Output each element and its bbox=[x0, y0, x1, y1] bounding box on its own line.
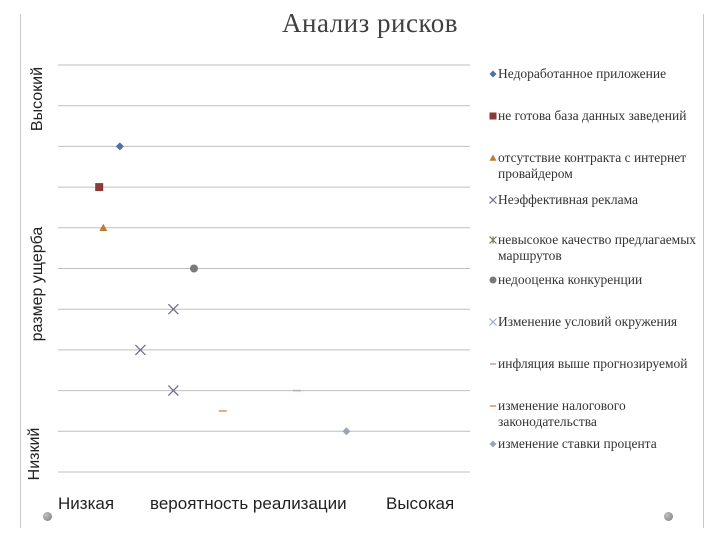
legend-marker-shape bbox=[489, 318, 497, 326]
data-point-series-3-2 bbox=[167, 385, 179, 397]
legend-marker bbox=[489, 236, 497, 244]
legend-item: Изменение условий окружения bbox=[488, 314, 698, 330]
legend-marker-shape bbox=[489, 236, 497, 244]
legend-marker-shape bbox=[489, 276, 497, 284]
legend-marker bbox=[489, 70, 497, 78]
legend-item: не готова база данных заведений bbox=[488, 108, 698, 124]
x-low-label: Низкая bbox=[58, 494, 115, 513]
x-high-label: Высокая bbox=[386, 494, 455, 513]
legend-label: не готова база данных заведений bbox=[498, 108, 687, 123]
legend-marker-shape bbox=[489, 196, 497, 204]
legend-marker bbox=[489, 112, 497, 120]
legend-item: невысокое качество предлагаемых маршруто… bbox=[488, 232, 698, 264]
legend-item: недооценка конкуренции bbox=[488, 272, 698, 288]
data-point-series-1-0 bbox=[95, 183, 104, 192]
legend-marker bbox=[489, 318, 497, 326]
legend-label: Изменение условий окружения bbox=[498, 314, 678, 329]
legend-marker-shape bbox=[489, 440, 497, 448]
data-point-series-0-0 bbox=[115, 142, 124, 151]
legend-marker-shape bbox=[489, 70, 497, 78]
legend-label: недооценка конкуренции bbox=[498, 272, 643, 287]
legend-item: Неэффективная реклама bbox=[488, 192, 698, 208]
data-point-series-3-1 bbox=[134, 344, 146, 356]
legend-marker bbox=[489, 196, 497, 204]
data-point-series-9-0 bbox=[342, 427, 351, 436]
corner-dot-bottom-left bbox=[43, 512, 52, 521]
data-point-series-5-0 bbox=[189, 264, 198, 273]
legend-label: невысокое качество предлагаемых маршруто… bbox=[498, 232, 697, 263]
legend-item: инфляция выше прогнозируемой bbox=[488, 356, 698, 372]
legend-marker-shape bbox=[489, 154, 497, 161]
legend-marker bbox=[490, 363, 496, 365]
legend-item: изменение налогового законодательства bbox=[488, 398, 698, 430]
legend-marker-shape bbox=[489, 112, 497, 120]
legend-item: изменение ставки процента bbox=[488, 436, 698, 452]
corner-dot-bottom-right bbox=[664, 512, 673, 521]
data-point-series-2-0 bbox=[99, 223, 108, 231]
legend-label: изменение налогового законодательства bbox=[498, 398, 626, 429]
x-axis-label: вероятность реализации bbox=[150, 494, 347, 513]
legend-label: отсутствие контракта с интернет провайде… bbox=[498, 150, 687, 181]
legend-item: отсутствие контракта с интернет провайде… bbox=[488, 150, 698, 182]
legend-label: инфляция выше прогнозируемой bbox=[498, 356, 688, 371]
legend-item: Недоработанное приложение bbox=[488, 66, 698, 82]
legend-marker bbox=[490, 405, 496, 407]
legend-label: Неэффективная реклама bbox=[498, 192, 639, 207]
legend-marker bbox=[489, 154, 497, 161]
legend-label: изменение ставки процента bbox=[498, 436, 657, 451]
legend-marker bbox=[489, 276, 497, 284]
legend-label: Недоработанное приложение bbox=[498, 66, 667, 81]
chart-title: Анализ рисков bbox=[282, 8, 458, 38]
data-point-series-3-0 bbox=[167, 303, 179, 315]
slide-frame bbox=[20, 14, 704, 528]
legend-marker bbox=[489, 440, 497, 448]
